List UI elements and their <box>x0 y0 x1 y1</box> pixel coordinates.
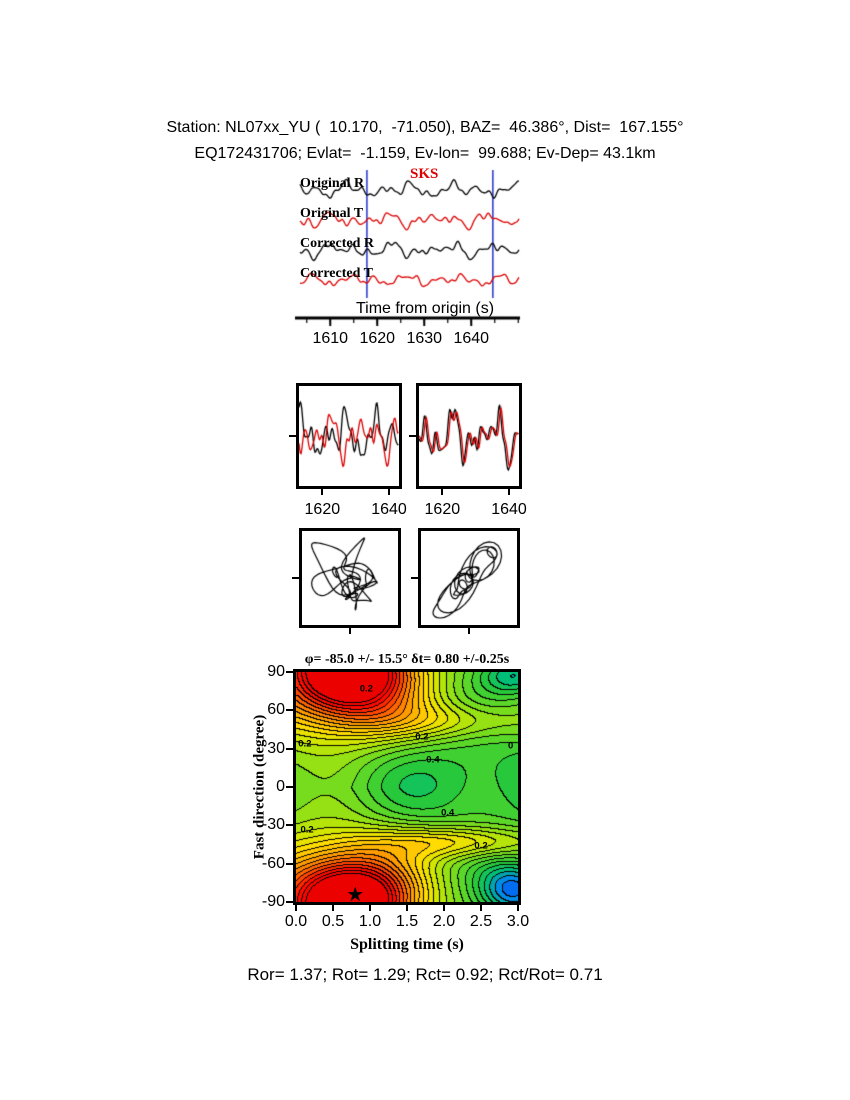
tick <box>332 905 334 911</box>
zoom1-tick-1640: 1640 <box>371 501 407 518</box>
tick <box>292 577 299 579</box>
x-tick-1: 1.0 <box>358 913 382 930</box>
splitting-result-title: φ= -85.0 +/- 15.5° δt= 0.80 +/-0.25s <box>304 652 510 667</box>
tick <box>468 628 470 634</box>
time-tick-1620: 1620 <box>359 330 396 347</box>
windowed-pair-panel-original <box>296 383 402 489</box>
tick <box>349 628 351 634</box>
time-axis-title: Time from origin (s) <box>355 300 495 317</box>
tick <box>286 709 293 712</box>
y-tick--60: -60 <box>261 854 285 872</box>
quality-footer: Ror= 1.37; Rot= 1.29; Rct= 0.92; Rct/Rot… <box>247 965 603 984</box>
trace-label-corrected-t: Corrected T <box>300 266 373 281</box>
error-surface-canvas <box>293 669 521 905</box>
contour-label: 0.2 <box>298 738 312 750</box>
y-tick--30: -30 <box>261 816 285 834</box>
tick <box>321 489 324 495</box>
trace-label-original-t: Original T <box>300 206 364 221</box>
contour-label: 0.2 <box>474 840 488 852</box>
tick <box>443 905 445 911</box>
windowed-pair-panel-corrected <box>416 383 522 489</box>
station-header: Station: NL07xx_YU ( 10.170, -71.050), B… <box>166 119 684 136</box>
x-tick-3: 3.0 <box>506 913 530 930</box>
x-tick-0: 0.0 <box>284 913 308 930</box>
x-tick-2: 2.0 <box>432 913 456 930</box>
time-tick-1640: 1640 <box>453 330 490 347</box>
zoom2-tick-1640: 1640 <box>491 501 527 518</box>
tick <box>480 905 482 911</box>
x-tick-2.5: 2.5 <box>469 913 493 930</box>
contour-label: 0 <box>507 740 514 752</box>
y-tick-60: 60 <box>267 701 285 719</box>
event-header: EQ172431706; Evlat= -1.159, Ev-lon= 99.6… <box>194 145 656 162</box>
contour-label: 0.2 <box>300 824 314 836</box>
tick <box>369 905 371 911</box>
zoom2-tick-1620: 1620 <box>424 501 461 518</box>
tick <box>508 489 510 495</box>
x-axis-title: Splitting time (s) <box>350 936 464 953</box>
tick <box>409 435 416 437</box>
tick <box>441 489 444 495</box>
tick <box>411 577 418 579</box>
particle-motion-panel-original <box>299 528 401 628</box>
tick <box>286 824 293 827</box>
y-tick-0: 0 <box>276 778 285 795</box>
particle-motion-panel-corrected <box>418 528 520 628</box>
x-tick-0.5: 0.5 <box>321 913 345 930</box>
tick <box>286 862 293 865</box>
contour-label: 0.4 <box>441 807 455 819</box>
y-tick--90: -90 <box>261 893 285 910</box>
tick <box>406 905 408 911</box>
tick <box>289 435 296 437</box>
tick <box>388 489 390 495</box>
x-tick-1.5: 1.5 <box>395 913 419 930</box>
tick <box>286 901 293 903</box>
phase-label-sks: SKS <box>410 166 439 182</box>
time-tick-1610: 1610 <box>312 330 349 347</box>
time-tick-1630: 1630 <box>406 330 443 347</box>
tick <box>295 905 297 911</box>
y-tick-90: 90 <box>267 663 285 680</box>
tick <box>286 671 293 673</box>
tick <box>517 905 519 911</box>
seismogram-traces-canvas <box>293 166 529 331</box>
zoom1-tick-1620: 1620 <box>304 501 341 518</box>
contour-label: 0.4 <box>426 754 440 766</box>
y-tick-30: 30 <box>267 739 285 757</box>
trace-label-corrected-r: Corrected R <box>300 236 374 251</box>
best-solution-star: ★ <box>346 883 365 906</box>
contour-label: 0.2 <box>415 731 429 743</box>
tick <box>286 786 293 788</box>
trace-label-original-r: Original R <box>300 176 365 191</box>
contour-label: 0.2 <box>359 683 373 695</box>
tick <box>286 747 293 750</box>
